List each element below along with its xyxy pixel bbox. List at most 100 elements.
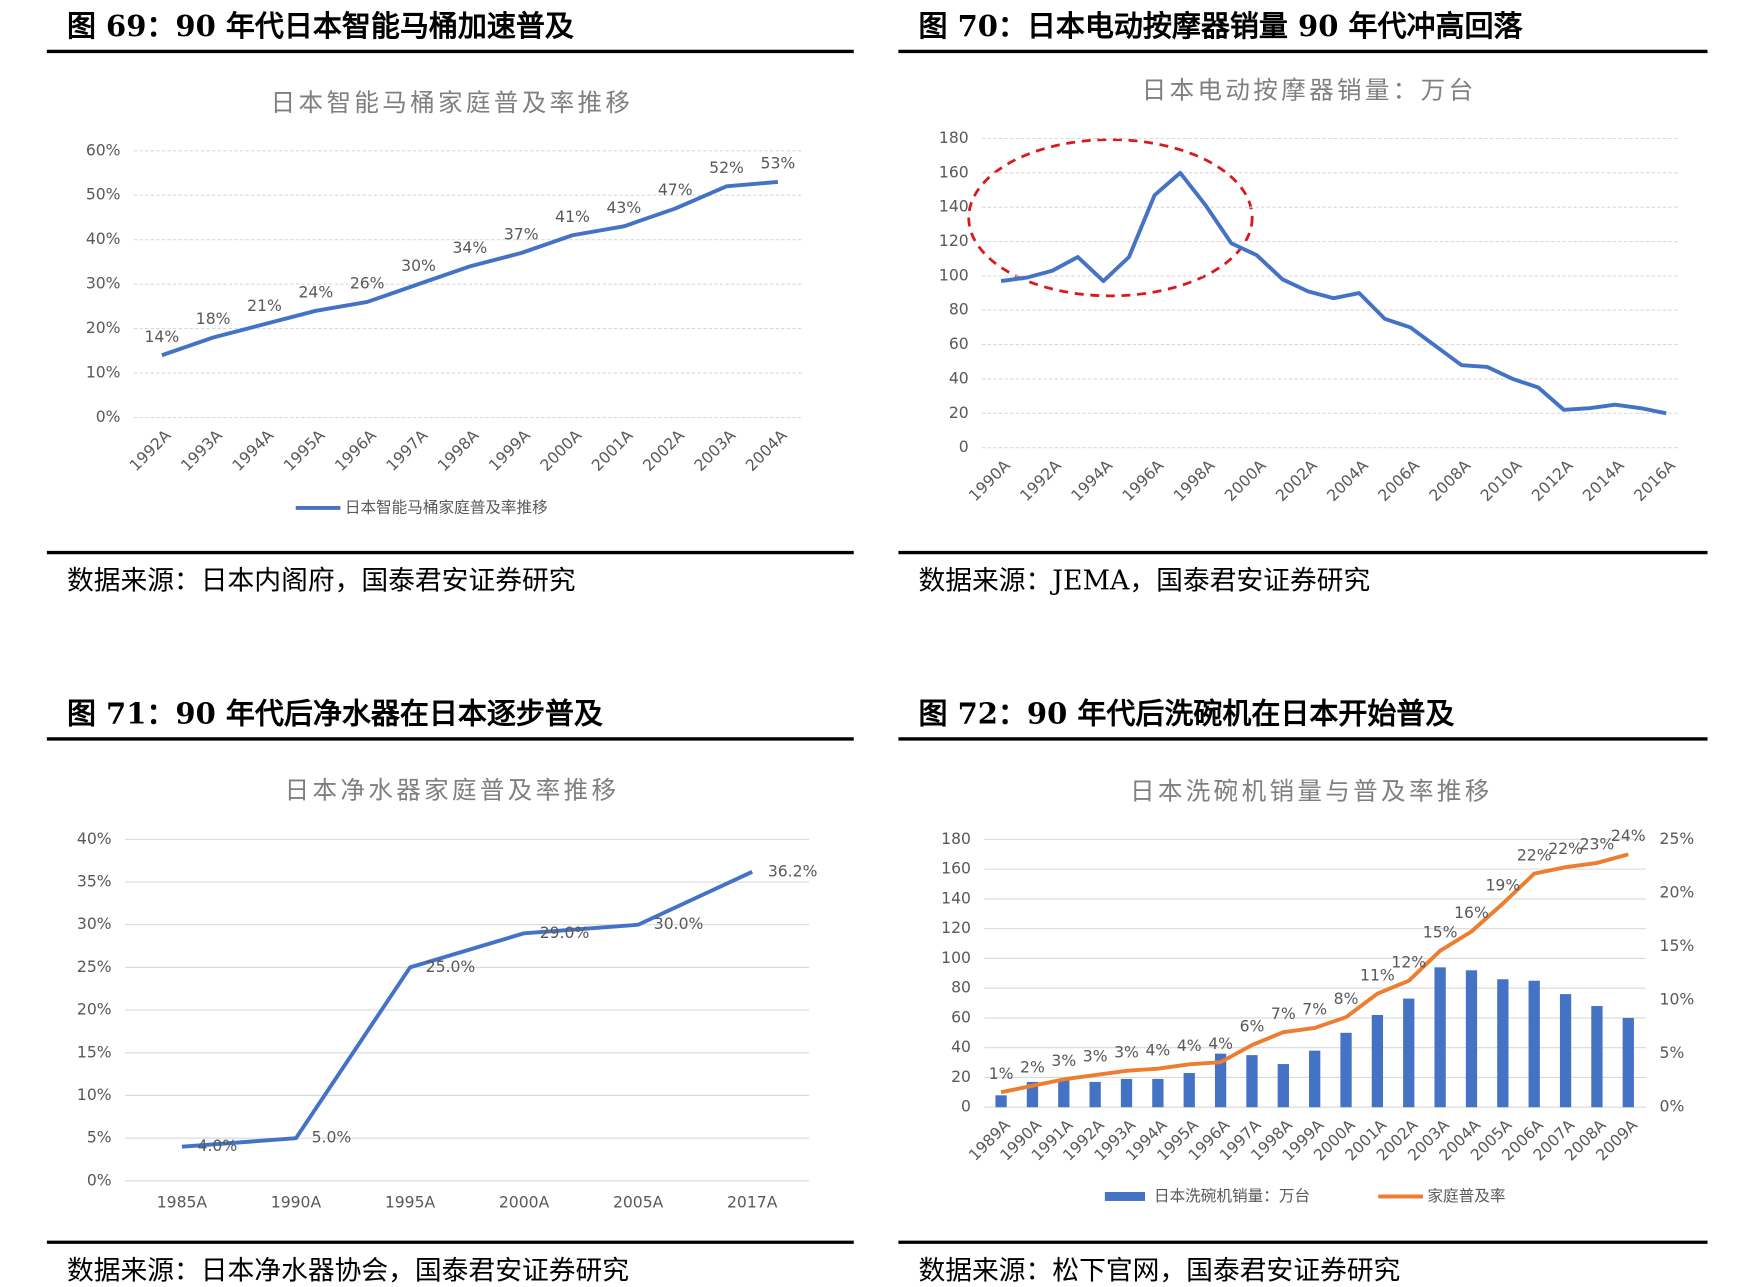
x-tick-label: 2000A: [499, 1194, 550, 1212]
data-label: 30%: [401, 257, 436, 275]
data-label: 4%: [1145, 1041, 1170, 1059]
line: [1000, 170, 1667, 416]
data-label: 47%: [658, 181, 693, 199]
y2-tick-label: 20%: [1660, 883, 1695, 901]
data-label: 22%: [1517, 846, 1552, 864]
data-label: 30.0%: [654, 915, 704, 933]
source-note: 数据来源：日本净水器协会，国泰君安证券研究: [67, 1255, 629, 1286]
bar: [1622, 1017, 1634, 1108]
figure-heading: 图 72：90 年代后洗碗机在日本开始普及: [918, 696, 1454, 730]
legend-label: 日本洗碗机销量：万台: [1154, 1187, 1310, 1205]
bar: [1152, 1078, 1164, 1108]
data-label: 5.0%: [312, 1129, 352, 1147]
data-label: 6%: [1240, 1018, 1265, 1036]
x-tick-label: 2002A: [1272, 456, 1321, 505]
x-tick-label: 1992A: [126, 426, 175, 475]
y-tick-label: 10%: [86, 364, 121, 382]
line: [1000, 852, 1629, 1095]
data-label: 7%: [1302, 1001, 1327, 1019]
y2-tick-label: 25%: [1660, 830, 1695, 848]
data-label: 4%: [1208, 1035, 1233, 1053]
legend-label: 家庭普及率: [1427, 1187, 1505, 1205]
y-tick-label: 35%: [77, 873, 112, 891]
x-tick-label: 2014A: [1579, 456, 1628, 505]
x-tick-label: 2008A: [1426, 456, 1475, 505]
x-tick-label: 1994A: [229, 426, 278, 475]
x-tick-label: 1996A: [1119, 456, 1168, 505]
data-label: 21%: [247, 297, 282, 315]
chart-title: 日本洗碗机销量与普及率推移: [1130, 776, 1493, 805]
chart-title: 日本净水器家庭普及率推移: [285, 775, 620, 804]
line: [181, 870, 754, 1149]
y-tick-label: 60: [951, 1008, 971, 1026]
x-tick-label: 1990A: [965, 456, 1014, 505]
x-tick-label: 2001A: [588, 426, 637, 475]
y-tick-label: 180: [941, 830, 971, 848]
data-label: 37%: [504, 226, 539, 244]
figure-heading: 图 71：90 年代后净水器在日本逐步普及: [67, 696, 603, 730]
data-label: 14%: [144, 328, 179, 346]
x-tick-label: 2003A: [691, 426, 740, 475]
y-tick-label: 20%: [86, 319, 121, 337]
y-tick-label: 0%: [87, 1171, 112, 1189]
x-tick-label: 1999A: [486, 426, 535, 475]
chart-title: 日本电动按摩器销量：万台: [1142, 76, 1477, 105]
data-label: 22%: [1548, 840, 1583, 858]
y2-tick-label: 5%: [1660, 1044, 1685, 1062]
bar: [1497, 979, 1509, 1108]
x-tick-label: 2002A: [640, 426, 689, 475]
data-label: 2%: [1020, 1058, 1045, 1076]
y-tick-label: 160: [941, 860, 971, 878]
bar: [1591, 1006, 1603, 1108]
y-tick-label: 0%: [96, 408, 121, 426]
y-tick-label: 80: [951, 979, 971, 997]
data-label: 19%: [1485, 876, 1520, 894]
y-tick-label: 40%: [77, 830, 112, 848]
data-label: 24%: [1611, 827, 1646, 845]
x-tick-label: 1994A: [1068, 456, 1117, 505]
bar: [1309, 1050, 1321, 1108]
y2-tick-label: 0%: [1660, 1098, 1685, 1116]
line: [161, 179, 779, 358]
data-label: 29.0%: [540, 924, 590, 942]
bar: [1403, 998, 1415, 1108]
y-tick-label: 80: [949, 301, 969, 319]
data-label: 43%: [607, 199, 642, 217]
x-tick-label: 2017A: [727, 1194, 778, 1212]
legend-swatch: [1104, 1192, 1146, 1201]
x-tick-label: 1990A: [271, 1194, 322, 1212]
y-tick-label: 160: [939, 163, 969, 181]
y-tick-label: 15%: [77, 1043, 112, 1061]
y2-tick-label: 15%: [1660, 937, 1695, 955]
x-tick-label: 2005A: [613, 1194, 664, 1212]
bar: [1559, 994, 1572, 1108]
data-label: 24%: [298, 283, 333, 301]
y2-tick-label: 10%: [1660, 991, 1695, 1009]
chart-title: 日本智能马桶家庭普及率推移: [271, 88, 634, 117]
y-tick-label: 10%: [77, 1086, 112, 1104]
bar: [1089, 1081, 1101, 1108]
figure-heading: 图 70：日本电动按摩器销量 90 年代冲高回落: [918, 9, 1523, 43]
data-label: 16%: [1454, 904, 1489, 922]
bar: [1528, 980, 1540, 1108]
x-tick-label: 1997A: [383, 426, 432, 475]
x-tick-label: 1995A: [385, 1194, 436, 1212]
bar: [1465, 970, 1478, 1108]
x-tick-label: 2012A: [1528, 456, 1577, 505]
y-tick-label: 25%: [77, 958, 112, 976]
x-tick-label: 1993A: [177, 426, 226, 475]
y-tick-label: 140: [939, 198, 969, 216]
y-tick-label: 40: [951, 1038, 971, 1056]
x-tick-label: 2000A: [1221, 456, 1270, 505]
x-tick-label: 1998A: [434, 426, 483, 475]
source-note: 数据来源：松下官网，国泰君安证券研究: [918, 1255, 1400, 1286]
data-label: 3%: [1051, 1052, 1076, 1070]
y-tick-label: 100: [939, 266, 969, 284]
bar: [995, 1095, 1007, 1108]
bar: [1214, 1053, 1227, 1108]
data-label: 25.0%: [426, 958, 476, 976]
source-note: 数据来源：日本内阁府，国泰君安证券研究: [67, 566, 576, 597]
bar: [1246, 1055, 1258, 1108]
bar: [1340, 1032, 1352, 1108]
